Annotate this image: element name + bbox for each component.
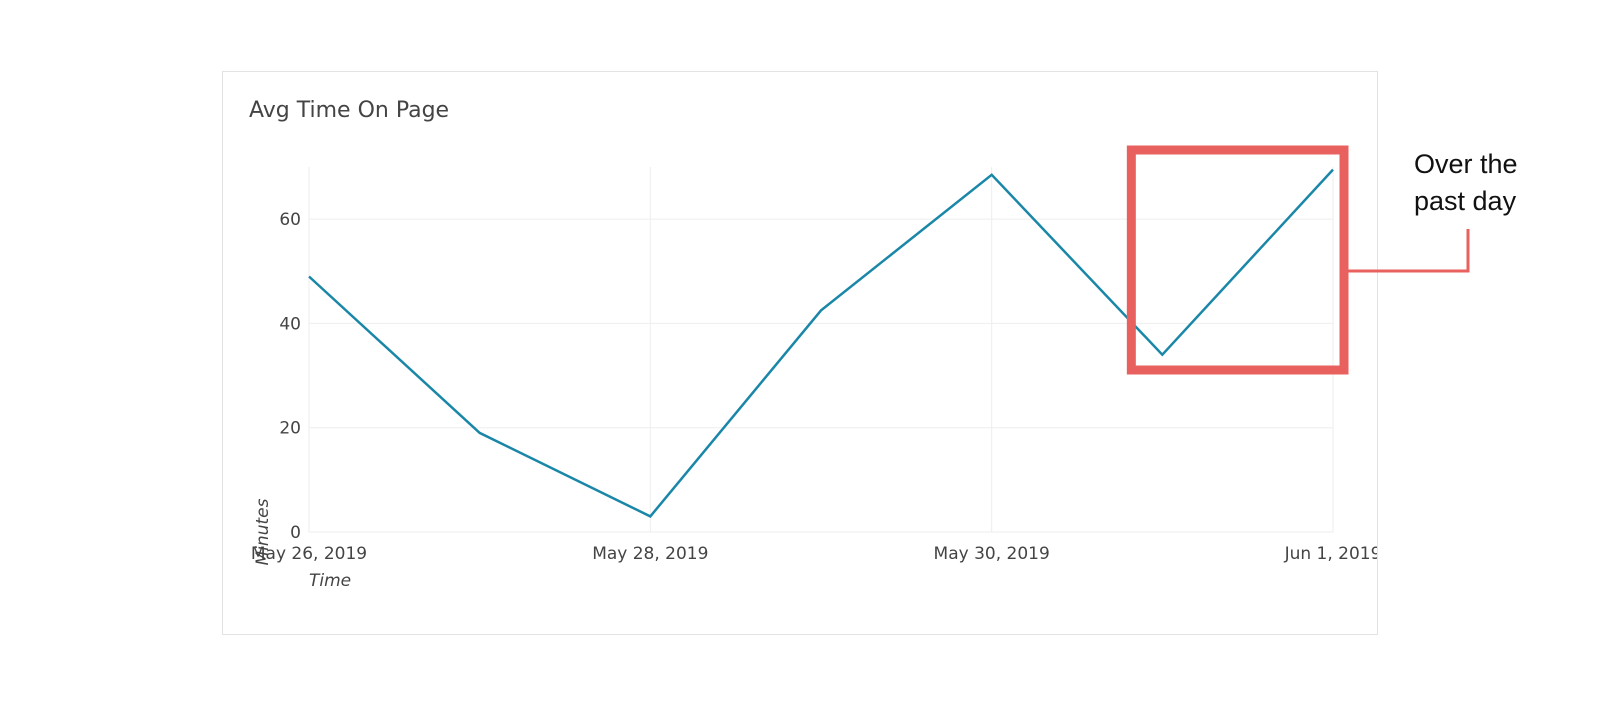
series-line: [308, 168, 1334, 518]
x-tick-label: May 30, 2019: [934, 544, 1050, 564]
annotation-label: Over the past day: [1414, 146, 1518, 220]
y-tick-label: 60: [279, 210, 301, 230]
annotation-line-2: past day: [1414, 186, 1517, 216]
y-axis-title: Minutes: [253, 498, 273, 565]
x-axis-ticks: May 26, 2019 May 28, 2019 May 30, 2019 Jun …: [251, 544, 1378, 564]
x-axis-title: Time: [309, 571, 351, 591]
y-tick-label: 0: [290, 523, 301, 543]
chart-card: Avg Time On Page 0 20 40 60 May 26, 2019 May…: [222, 71, 1378, 635]
series-group: [308, 168, 1334, 518]
y-tick-label: 20: [279, 419, 301, 439]
x-tick-label: May 28, 2019: [592, 544, 708, 564]
grid: [308, 167, 1334, 533]
chart-title: Avg Time On Page: [249, 98, 449, 123]
y-tick-label: 40: [279, 314, 301, 334]
x-tick-label: May 26, 2019: [251, 544, 367, 564]
x-tick-label: Jun 1, 2019: [1284, 544, 1378, 564]
y-axis-ticks: 0 20 40 60: [279, 210, 301, 543]
annotation-line-1: Over the: [1414, 149, 1518, 179]
